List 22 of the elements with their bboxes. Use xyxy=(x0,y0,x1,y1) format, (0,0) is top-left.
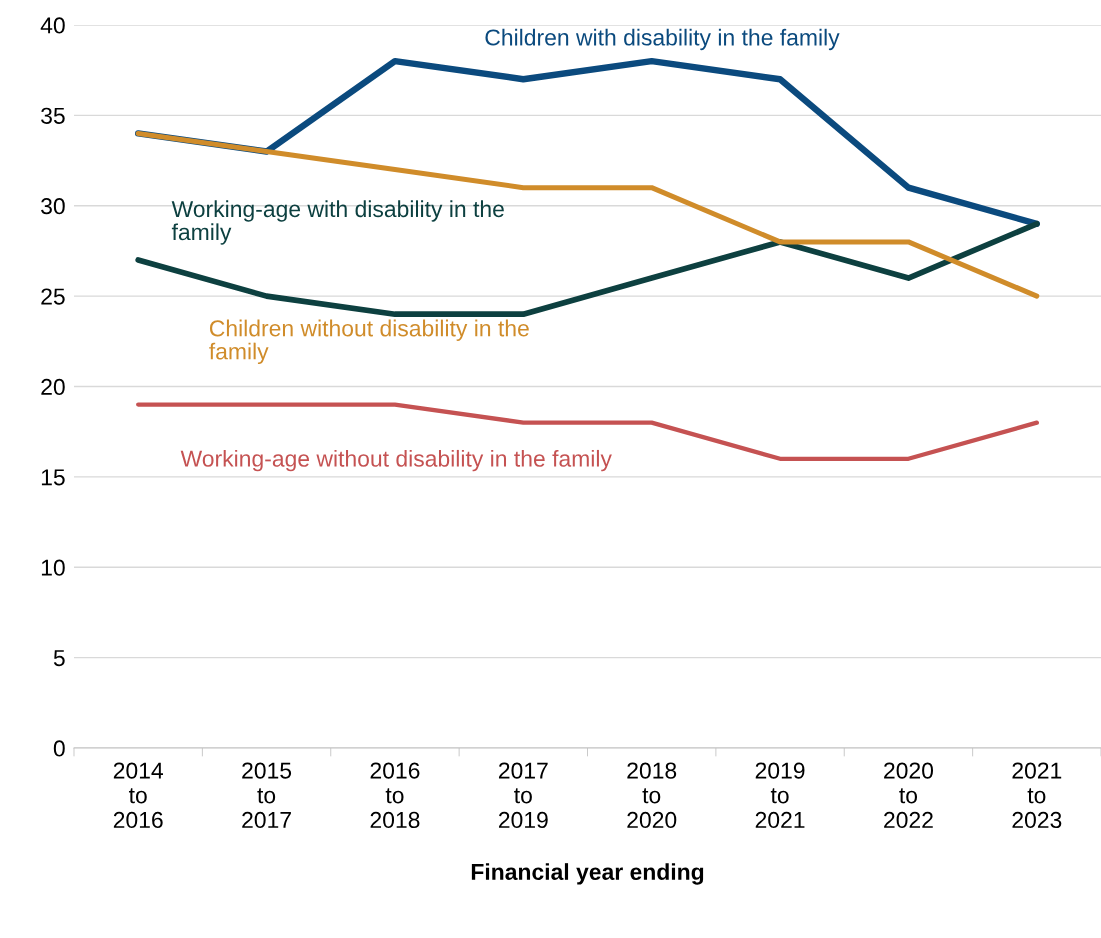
series-label: Working-age with disability in the family xyxy=(171,200,504,245)
y-tick-label: 40 xyxy=(40,17,65,34)
y-tick-label: 10 xyxy=(41,559,65,576)
x-tick-label: 2018 to 2020 xyxy=(627,762,677,829)
x-tick-label: 2019 to 2021 xyxy=(755,762,805,829)
x-axis-title: Financial year ending xyxy=(471,863,704,885)
y-tick-label: 20 xyxy=(41,378,65,396)
y-tick-label: 30 xyxy=(41,198,65,215)
x-tick-label: 2017 to 2019 xyxy=(498,762,548,829)
series-label: Children with disability in the family xyxy=(485,28,840,51)
x-tick-label: 2014 to 2016 xyxy=(113,762,164,829)
y-tick-label: 35 xyxy=(41,107,65,124)
x-tick-label: 2020 to 2022 xyxy=(884,762,934,829)
series-label: Working-age without disability in the family xyxy=(180,449,612,472)
x-tick-label: 2016 to 2018 xyxy=(370,762,420,829)
text: Children without disability in the family xyxy=(209,319,529,365)
y-tick-label: 5 xyxy=(53,650,65,667)
y-tick-label: 25 xyxy=(41,288,65,305)
y-tick-label: 15 xyxy=(41,469,65,486)
x-tick-label: 2015 to 2017 xyxy=(242,762,292,829)
x-tick-label: 2021 to 2023 xyxy=(1012,762,1062,829)
y-tick-label: 0 xyxy=(53,740,65,757)
